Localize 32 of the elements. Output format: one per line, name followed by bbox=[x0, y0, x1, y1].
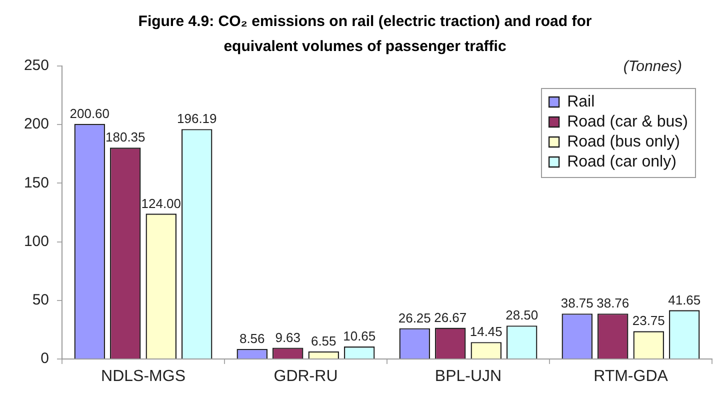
data-label: 200.60 bbox=[70, 106, 110, 121]
y-tick-label: 100 bbox=[24, 232, 49, 250]
y-axis-title: (Tonnes) bbox=[623, 58, 682, 76]
chart-title: Figure 4.9: CO₂ emissions on rail (electric traction) and road for equivalent volumes of passenger traffic bbox=[137, 12, 593, 57]
data-label: 8.56 bbox=[239, 331, 265, 346]
data-label: 26.67 bbox=[434, 310, 467, 325]
data-label: 38.75 bbox=[560, 296, 594, 311]
y-tick-label: 150 bbox=[24, 174, 49, 192]
x-tick-label: BPL-UJN bbox=[434, 368, 502, 386]
data-label: 38.76 bbox=[596, 296, 630, 311]
data-label: 6.55 bbox=[310, 333, 336, 348]
data-label: 41.65 bbox=[668, 292, 701, 308]
data-label: 28.50 bbox=[506, 308, 538, 323]
legend-label: Rail bbox=[567, 93, 595, 110]
y-tick-label: 200 bbox=[24, 116, 49, 133]
data-label: 9.63 bbox=[275, 330, 301, 345]
data-label: 196.19 bbox=[176, 111, 217, 126]
x-tick-label: RTM-GDA bbox=[594, 368, 668, 386]
legend-label: Road (car only) bbox=[567, 153, 676, 170]
x-tick-label: GDR-RU bbox=[274, 368, 338, 386]
y-tick-label: 50 bbox=[32, 292, 49, 309]
x-tick-label: NDLS-MGS bbox=[101, 368, 186, 386]
y-tick-label: 0 bbox=[40, 350, 49, 368]
data-label: 14.45 bbox=[470, 324, 502, 340]
legend-label: Road (car & bus) bbox=[567, 113, 688, 130]
data-label: 180.35 bbox=[105, 130, 146, 145]
legend-label: Road (bus only) bbox=[567, 133, 680, 150]
data-label: 124.00 bbox=[141, 196, 182, 211]
data-label: 26.25 bbox=[398, 310, 431, 326]
data-label: 10.65 bbox=[343, 328, 376, 344]
y-tick-label: 250 bbox=[24, 57, 49, 74]
data-label: 23.75 bbox=[632, 313, 665, 328]
